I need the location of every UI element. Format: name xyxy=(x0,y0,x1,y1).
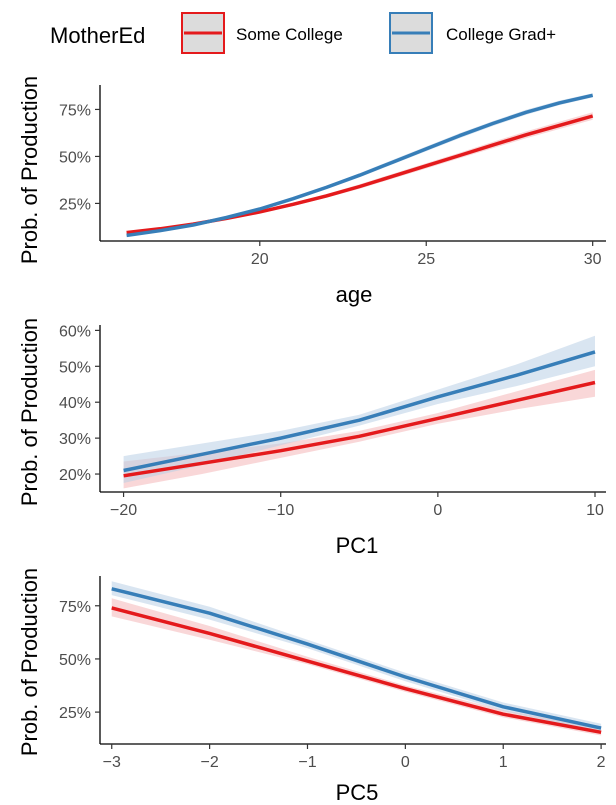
series-line-some-college xyxy=(123,380,596,478)
ci-ribbon-some-college xyxy=(123,369,595,489)
legend-key-some-college xyxy=(181,12,225,54)
x-tick-label: −10 xyxy=(267,502,294,519)
x-tick-label: −3 xyxy=(103,754,121,771)
ci-ribbon-college-grad xyxy=(111,581,602,733)
y-tick-label: 75% xyxy=(59,102,91,119)
panel-pc5-lines xyxy=(111,587,602,735)
panel-age: 20 25 30 25% 50% 75% age Prob. of Production xyxy=(17,76,606,307)
ci-ribbon-college-grad xyxy=(123,335,595,483)
x-tick-label: 20 xyxy=(251,251,269,268)
x-tick-label: 1 xyxy=(499,754,508,771)
series-line-college-grad xyxy=(123,350,596,473)
panel-pc5-ticks: −3 −2 −1 0 1 2 25% 50% 75% xyxy=(59,599,606,771)
panel-age-xlabel: age xyxy=(336,282,373,307)
ci-ribbon-some-college xyxy=(126,112,593,234)
y-tick-label: 25% xyxy=(59,196,91,213)
series-line-college-grad xyxy=(111,587,602,730)
y-tick-label: 60% xyxy=(59,323,91,340)
x-tick-label: 0 xyxy=(433,502,442,519)
panel-pc1-xlabel: PC1 xyxy=(336,533,379,558)
x-tick-label: 10 xyxy=(586,502,604,519)
panel-pc5-xlabel: PC5 xyxy=(336,780,379,805)
y-tick-label: 50% xyxy=(59,149,91,166)
x-tick-label: 30 xyxy=(584,251,602,268)
x-tick-label: −1 xyxy=(298,754,316,771)
panel-pc5-axes xyxy=(99,576,606,745)
panel-pc1: −20 −10 0 10 20% 30% 40% 50% 60% PC1 Prob. of Pr… xyxy=(17,318,606,558)
panel-pc1-ylabel: Prob. of Production xyxy=(17,318,42,506)
y-tick-label: 20% xyxy=(59,467,91,484)
legend-key-college-grad xyxy=(389,12,433,54)
x-tick-label: 25 xyxy=(417,251,435,268)
y-tick-label: 50% xyxy=(59,359,91,376)
panel-age-ylabel: Prob. of Production xyxy=(17,76,42,264)
panel-age-ticks: 20 25 30 25% 50% 75% xyxy=(59,102,602,268)
series-line-college-grad xyxy=(126,93,594,238)
panel-age-lines xyxy=(126,93,594,238)
y-tick-label: 25% xyxy=(59,705,91,722)
x-tick-label: 0 xyxy=(401,754,410,771)
legend-label-some-college: Some College xyxy=(236,25,343,44)
panel-pc1-lines xyxy=(123,350,596,478)
panel-pc1-axes xyxy=(99,325,606,493)
panel-pc5-ylabel: Prob. of Production xyxy=(17,568,42,756)
y-tick-label: 50% xyxy=(59,652,91,669)
legend: MotherEd Some College College Grad+ xyxy=(50,12,556,54)
x-tick-label: 2 xyxy=(597,754,606,771)
panel-pc5: −3 −2 −1 0 1 2 25% 50% 75% PC5 Prob. of Producti… xyxy=(17,568,606,805)
panel-pc1-ticks: −20 −10 0 10 20% 30% 40% 50% 60% xyxy=(59,323,604,519)
y-tick-label: 40% xyxy=(59,395,91,412)
x-tick-label: −2 xyxy=(200,754,218,771)
panel-age-axes xyxy=(99,85,606,242)
series-line-some-college xyxy=(111,606,602,735)
y-tick-label: 30% xyxy=(59,431,91,448)
y-tick-label: 75% xyxy=(59,599,91,616)
legend-label-college-grad: College Grad+ xyxy=(446,25,556,44)
x-tick-label: −20 xyxy=(110,502,137,519)
legend-title: MotherEd xyxy=(50,23,145,48)
